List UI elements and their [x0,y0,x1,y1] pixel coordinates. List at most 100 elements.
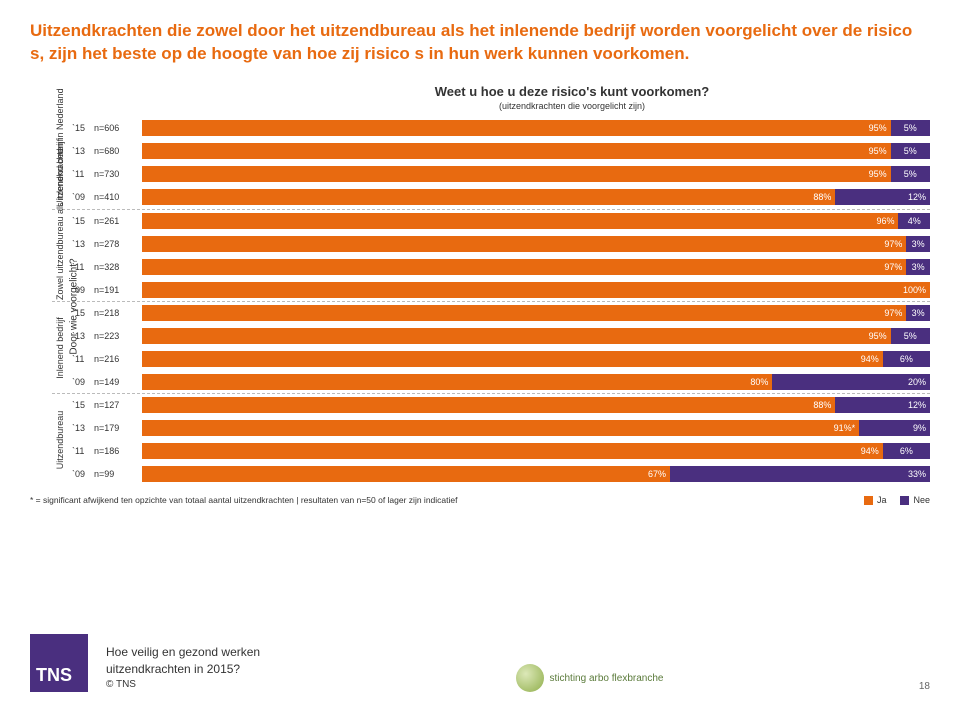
bar-row: 94%6% [142,347,930,370]
n-column: n=261n=278n=328n=191 [94,210,142,301]
bar-seg-nee: 4% [898,213,930,229]
bar-seg-nee: 3% [906,236,930,252]
bar-row: 95%5% [142,325,930,348]
chart-group: Uitzendbureau`15`13`11`09n=127n=179n=186… [52,393,930,485]
bar-seg-ja: 100% [142,282,930,298]
n-label: n=730 [94,163,142,186]
n-label: n=223 [94,325,142,348]
stacked-bar: 88%12% [142,189,930,205]
stacked-bar: 94%6% [142,351,930,367]
stacked-bar: 97%3% [142,236,930,252]
bar-seg-ja: 97% [142,259,906,275]
stacked-bar: 97%3% [142,305,930,321]
chart-header-wrap: Weet u hoe u deze risico's kunt voorkome… [214,84,930,111]
group-label: Zowel uitzendbureau als inlenend bedrijf [52,210,70,302]
legend-nee: Nee [900,495,930,505]
chart-title: Weet u hoe u deze risico's kunt voorkome… [214,84,930,99]
n-label: n=179 [94,417,142,440]
year-label: `13 [70,233,94,256]
chart-footnote-row: * = significant afwijkend ten opzichte v… [30,495,930,505]
bar-seg-ja: 95% [142,143,891,159]
n-label: n=278 [94,233,142,256]
page-number: 18 [919,681,930,692]
stacked-bar: 97%3% [142,259,930,275]
bar-seg-ja: 95% [142,120,891,136]
n-label: n=218 [94,302,142,325]
year-label: `13 [70,417,94,440]
stacked-bar: 80%20% [142,374,930,390]
bar-row: 94%6% [142,439,930,462]
n-label: n=606 [94,117,142,140]
chart-body: Uitzendkrachten in Nederland`15`13`11`09… [52,117,930,485]
chart: Door wie voorgelicht? Uitzendkrachten in… [30,117,930,485]
stacked-bar: 96%4% [142,213,930,229]
bar-seg-nee: 12% [835,397,930,413]
stacked-bar: 67%33% [142,466,930,482]
n-label: n=680 [94,140,142,163]
year-label: `09 [70,462,94,485]
bar-row: 80%20% [142,370,930,393]
year-label: `15 [70,117,94,140]
n-label: n=149 [94,370,142,393]
bar-row: 95%5% [142,163,930,186]
stacked-bar: 91%*9% [142,420,930,436]
footer-text: Hoe veilig en gezond werken uitzendkrach… [106,644,260,692]
footer-copyright: © TNS [106,678,260,692]
bar-seg-ja: 95% [142,166,891,182]
n-label: n=410 [94,186,142,209]
years-column: `15`13`11`09 [70,117,94,209]
page-footer: TNS Hoe veilig en gezond werken uitzendk… [30,634,930,692]
bar-row: 91%*9% [142,417,930,440]
bars-column: 96%4%97%3%97%3%100% [142,210,930,301]
bar-seg-nee: 33% [670,466,930,482]
year-label: `11 [70,439,94,462]
bar-row: 97%3% [142,255,930,278]
chart-group: Zowel uitzendbureau als inlenend bedrijf… [52,209,930,301]
bar-seg-nee: 3% [906,305,930,321]
stacked-bar: 95%5% [142,328,930,344]
legend-nee-label: Nee [913,495,930,505]
bar-seg-ja: 94% [142,443,883,459]
bar-seg-ja: 67% [142,466,670,482]
bar-seg-ja: 97% [142,236,906,252]
n-label: n=261 [94,210,142,233]
bar-seg-ja: 80% [142,374,772,390]
bar-seg-nee: 5% [891,166,930,182]
bar-seg-ja: 97% [142,305,906,321]
year-label: `15 [70,394,94,417]
stacked-bar: 100% [142,282,930,298]
bar-seg-nee: 5% [891,143,930,159]
n-label: n=328 [94,255,142,278]
stacked-bar: 94%6% [142,443,930,459]
bars-column: 88%12% 91%*9% 94%6% 67%33% [142,394,930,485]
group-label: Uitzendbureau [52,394,70,486]
bar-seg-ja: 96% [142,213,898,229]
chart-legend: Ja Nee [864,495,930,505]
n-label: n=216 [94,347,142,370]
bar-row: 95%5% [142,140,930,163]
bar-seg-ja: 88% [142,189,835,205]
y-axis-label: Door wie voorgelicht? [69,258,80,354]
bar-row: 88%12% [142,186,930,209]
bar-seg-nee: 5% [891,328,930,344]
bars-column: 95%5%95%5%95%5%88%12% [142,117,930,209]
bar-seg-ja: 91%* [142,420,859,436]
bar-row: 100% [142,278,930,301]
bar-seg-nee: 3% [906,259,930,275]
stacked-bar: 95%5% [142,143,930,159]
year-label: `13 [70,140,94,163]
stacked-bar: 95%5% [142,120,930,136]
bar-row: 97%3% [142,233,930,256]
page-title: Uitzendkrachten die zowel door het uitze… [30,20,930,66]
n-column: n=218n=223n=216n=149 [94,302,142,393]
bar-seg-ja: 94% [142,351,883,367]
group-label: Inlenend bedrijf [52,302,70,394]
partner-logo: stichting arbo flexbranche [516,664,664,692]
year-label: `15 [70,210,94,233]
partner-logo-icon [516,664,544,692]
bar-row: 96%4% [142,210,930,233]
bar-seg-nee: 6% [883,443,930,459]
y-axis-label-col: Door wie voorgelicht? [30,117,52,485]
n-label: n=186 [94,439,142,462]
bar-seg-ja: 88% [142,397,835,413]
